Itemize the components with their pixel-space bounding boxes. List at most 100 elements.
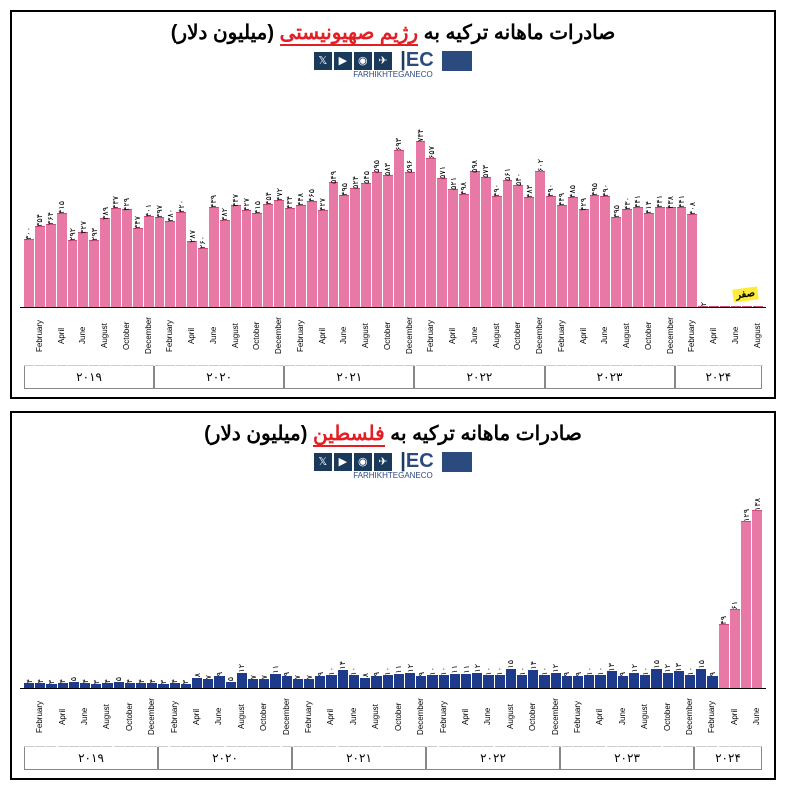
bar: ۱۱ — [461, 488, 471, 688]
month-label — [568, 308, 578, 366]
bar: ۸ — [360, 488, 370, 688]
bar: ۱۲ — [472, 488, 482, 688]
chart2-months: February April June August October December Fe… — [20, 689, 766, 747]
bar: ۴۴۱ — [677, 87, 687, 307]
month-label: October — [383, 308, 393, 366]
month-label: June — [209, 308, 219, 366]
chart2-years: ۲۰۱۹۲۰۲۰۲۰۲۱۲۰۲۲۲۰۲۳۲۰۲۴ — [20, 747, 766, 770]
month-label: June — [214, 689, 224, 747]
bar — [709, 87, 719, 307]
bar: ۴ — [58, 488, 68, 688]
chart2-title: صادرات ماهانه ترکیه به فلسطین (میلیون دل… — [20, 421, 766, 446]
month-label: December — [147, 689, 157, 747]
year-label: ۲۰۲۰ — [154, 366, 284, 389]
month-label — [459, 308, 469, 366]
month-label — [674, 689, 684, 747]
month-label — [427, 689, 437, 747]
brand-sub-2: FARHIKHTEGANECO — [20, 471, 766, 480]
month-label: August — [622, 308, 632, 366]
month-label — [584, 689, 594, 747]
bar — [742, 87, 752, 307]
bar: ۳۵۴ — [35, 87, 45, 307]
bar: ۴۳۴ — [285, 87, 295, 307]
month-label: February — [35, 689, 45, 747]
bar: ۳۲۷ — [78, 87, 88, 307]
bar: ۹ — [214, 488, 224, 688]
bar: ۲۹۲ — [68, 87, 78, 307]
x-icon: 𝕏 — [314, 52, 332, 70]
month-label: June — [78, 308, 88, 366]
month-label: February — [687, 308, 697, 366]
bar: ۳۹۷ — [155, 87, 165, 307]
month-label: February — [304, 689, 314, 747]
bar: ۴ — [125, 488, 135, 688]
month-label — [114, 689, 124, 747]
month-label: June — [349, 689, 359, 747]
bar: ۹ — [562, 488, 572, 688]
month-label — [315, 689, 325, 747]
bar: ۷ — [203, 488, 213, 688]
month-label: April — [187, 308, 197, 366]
bar: ۱۱ — [394, 488, 404, 688]
bar: ۴۰۱ — [144, 87, 154, 307]
bar: ۳۰۰ — [24, 87, 34, 307]
month-label — [111, 308, 121, 366]
bar: ۳ — [181, 488, 191, 688]
month-label — [136, 689, 146, 747]
chart1-title: صادرات ماهانه ترکیه به رژیم صهیونیستی (م… — [20, 20, 766, 45]
bar: ۱۰ — [595, 488, 605, 688]
bar: ۱۱ — [270, 488, 280, 688]
month-label: April — [192, 689, 202, 747]
bar: ۸ — [192, 488, 202, 688]
bar: ۱۰ — [640, 488, 650, 688]
month-label: October — [259, 689, 269, 747]
month-label — [24, 689, 34, 747]
month-label — [203, 689, 213, 747]
bar: ۴۰۸ — [687, 87, 697, 307]
month-label: October — [122, 308, 132, 366]
month-label: August — [640, 689, 650, 747]
month-label: December — [685, 689, 695, 747]
bar: ۴۴۹ — [557, 87, 567, 307]
bar: ۷ — [259, 488, 269, 688]
month-label: April — [709, 308, 719, 366]
month-label: February — [707, 689, 717, 747]
bar: ۹ — [618, 488, 628, 688]
bar: ۳۹۵ — [611, 87, 621, 307]
bar: ۵۴۰ — [513, 87, 523, 307]
month-label: August — [492, 308, 502, 366]
year-label: ۲۰۲۳ — [545, 366, 675, 389]
bar: ۱۳ — [674, 488, 684, 688]
bar: ۴۴۱ — [655, 87, 665, 307]
bar: ۴۴۱ — [633, 87, 643, 307]
bar: ۳ — [46, 488, 56, 688]
month-label — [263, 308, 273, 366]
bar: ۵۲۱ — [448, 87, 458, 307]
month-label: April — [326, 689, 336, 747]
bar: ۴۹۰ — [600, 87, 610, 307]
month-label: August — [361, 308, 371, 366]
bar: ۵۹۸ — [470, 87, 480, 307]
bar: ۴۳۸ — [666, 87, 676, 307]
bar: ۵۲۴ — [350, 87, 360, 307]
bar: ۶۰۲ — [535, 87, 545, 307]
month-label — [293, 689, 303, 747]
bar: ۴۱۵ — [57, 87, 67, 307]
bar: ۱۲ — [629, 488, 639, 688]
bar: ۳۸۲ — [220, 87, 230, 307]
month-label: June — [731, 308, 741, 366]
bar: ۴۷۲ — [274, 87, 284, 307]
month-label: February — [573, 689, 583, 747]
bar: ۳ — [91, 488, 101, 688]
bar: ۳۸۹ — [100, 87, 110, 307]
month-label — [46, 689, 56, 747]
month-label — [633, 308, 643, 366]
bar: ۷ — [304, 488, 314, 688]
bar — [720, 87, 730, 307]
month-label — [155, 308, 165, 366]
month-label: December — [535, 308, 545, 366]
logo-row-1: 𝕏 ▶ ◉ ✈ |EC FARHIKHTEGANECO — [20, 49, 766, 79]
month-label: February — [35, 308, 45, 366]
bar: ۱۱ — [450, 488, 460, 688]
month-label: August — [237, 689, 247, 747]
